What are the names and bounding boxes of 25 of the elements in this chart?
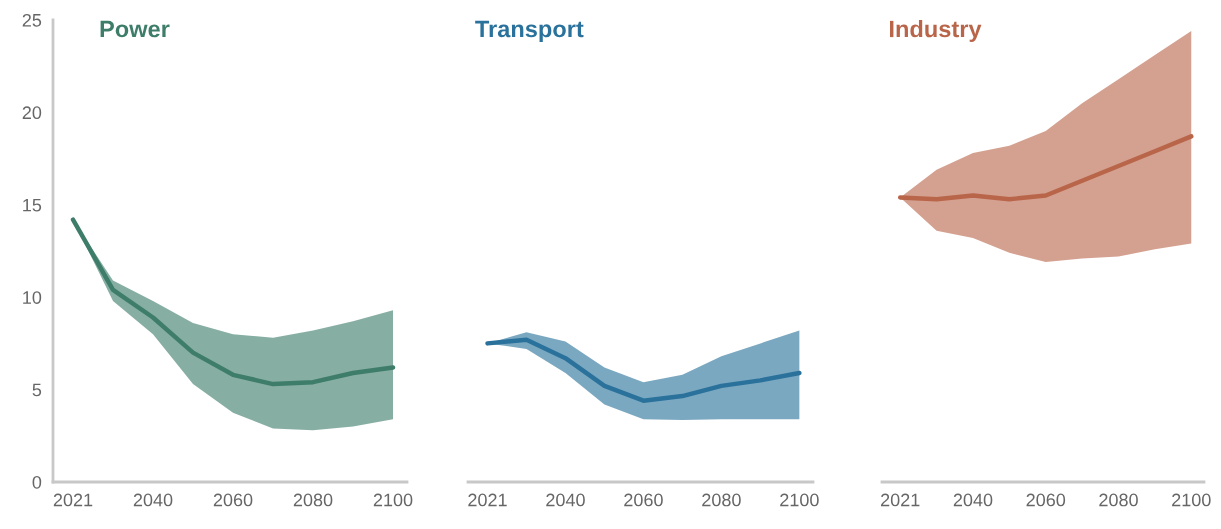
x-tick-label: 2080: [702, 493, 741, 507]
x-tick-label: 2100: [373, 493, 413, 507]
x-tick-label: 2021: [881, 493, 920, 507]
x-tick-label: 2100: [780, 493, 819, 507]
y-tick-label: 15: [23, 198, 42, 212]
x-tick-label: 2100: [1172, 493, 1211, 507]
y-tick-label: 20: [22, 106, 42, 120]
x-tick-label: 2080: [293, 493, 333, 507]
y-tick-label: 0: [32, 475, 42, 489]
chart-title: Power: [100, 20, 170, 38]
x-tick-label: 2021: [53, 493, 93, 507]
y-tick-label: 10: [23, 291, 42, 304]
x-tick-label: 2060: [624, 493, 663, 507]
line-series: [70, 217, 396, 387]
y-tick-label: 5: [32, 383, 42, 397]
x-tick-label: 2080: [1099, 493, 1138, 507]
x-tick-label: 2060: [213, 493, 253, 507]
chart-title: Transport: [475, 20, 584, 43]
x-tick-label: 2060: [1026, 493, 1066, 507]
x-tick-label: 2021: [468, 493, 507, 507]
y-tick-label: 25: [22, 13, 42, 27]
x-tick-label: 2040: [953, 493, 993, 507]
x-tick-label: 2040: [546, 493, 585, 507]
x-tick-label: 2040: [133, 493, 173, 507]
chart-title: Industry: [890, 20, 982, 43]
